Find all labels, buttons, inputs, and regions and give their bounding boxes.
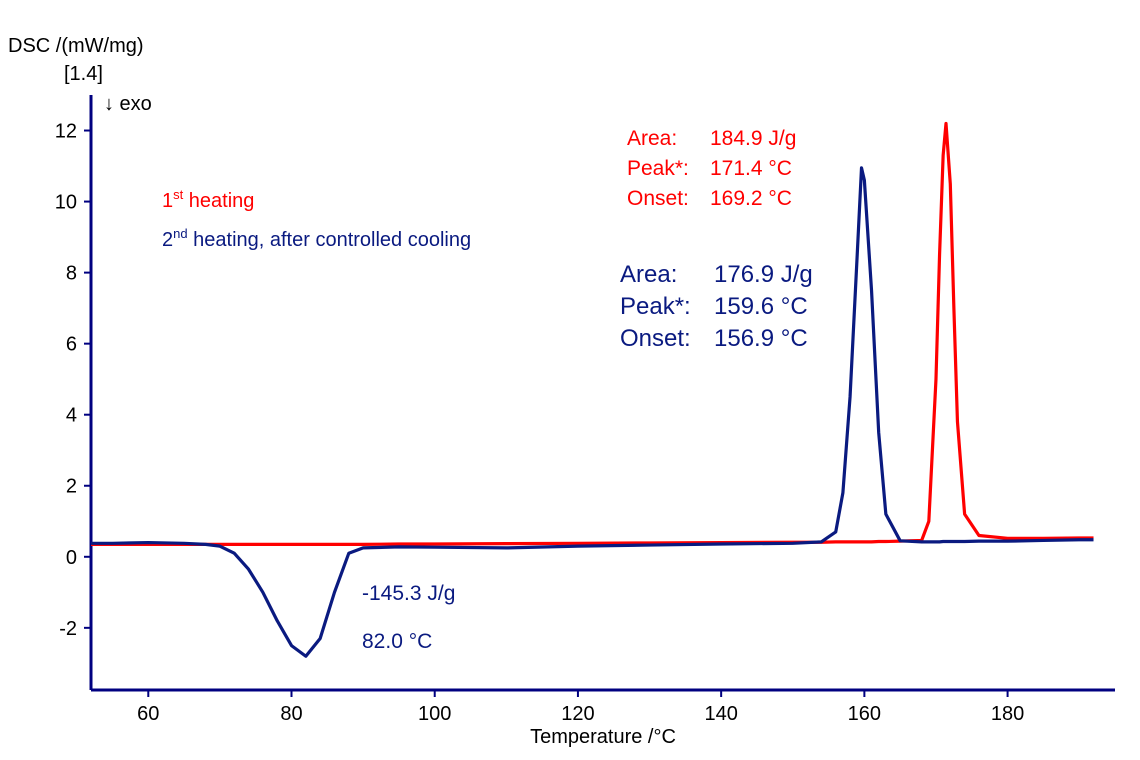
series-line: [91, 121, 1094, 546]
y-tick-label: 2: [66, 476, 77, 498]
annotation: 156.9 °C: [714, 325, 808, 352]
y-tick-label: 4: [66, 405, 77, 427]
x-tick-label: 140: [704, 703, 737, 725]
x-tick-label: 60: [137, 703, 159, 725]
y-tick-label: -2: [59, 618, 77, 640]
annotation: Onset:: [620, 325, 691, 352]
legend-entry: 1st heating: [162, 187, 254, 212]
y-axis-note: [1.4]: [64, 63, 103, 85]
annotation: 159.6 °C: [714, 293, 808, 320]
y-axis-label: DSC /(mW/mg): [8, 35, 144, 57]
x-tick-label: 100: [418, 703, 451, 725]
annotation: Peak*:: [620, 293, 691, 320]
annotation: 176.9 J/g: [714, 261, 813, 288]
y-tick-label: 6: [66, 334, 77, 356]
y-tick-label: 12: [55, 121, 77, 143]
annotation: 169.2 °C: [710, 187, 792, 210]
direction-note: ↓ exo: [104, 93, 152, 115]
y-tick-label: 10: [55, 192, 77, 214]
legend-entry: 2nd heating, after controlled cooling: [162, 226, 471, 251]
x-tick-label: 180: [991, 703, 1024, 725]
annotation: 184.9 J/g: [710, 127, 796, 150]
series-line: [91, 166, 1094, 658]
x-axis-label: Temperature /°C: [530, 726, 676, 748]
y-tick-label: 0: [66, 547, 77, 569]
x-tick-label: 160: [848, 703, 881, 725]
annotation: Onset:: [627, 187, 689, 210]
x-tick-label: 80: [280, 703, 302, 725]
annotation: Peak*:: [627, 157, 689, 180]
y-tick-label: 8: [66, 263, 77, 285]
annotation: 82.0 °C: [362, 630, 432, 653]
annotation: 171.4 °C: [710, 157, 792, 180]
annotation: Area:: [627, 127, 677, 150]
x-tick-label: 120: [561, 703, 594, 725]
annotation: -145.3 J/g: [362, 582, 455, 605]
annotation: Area:: [620, 261, 677, 288]
